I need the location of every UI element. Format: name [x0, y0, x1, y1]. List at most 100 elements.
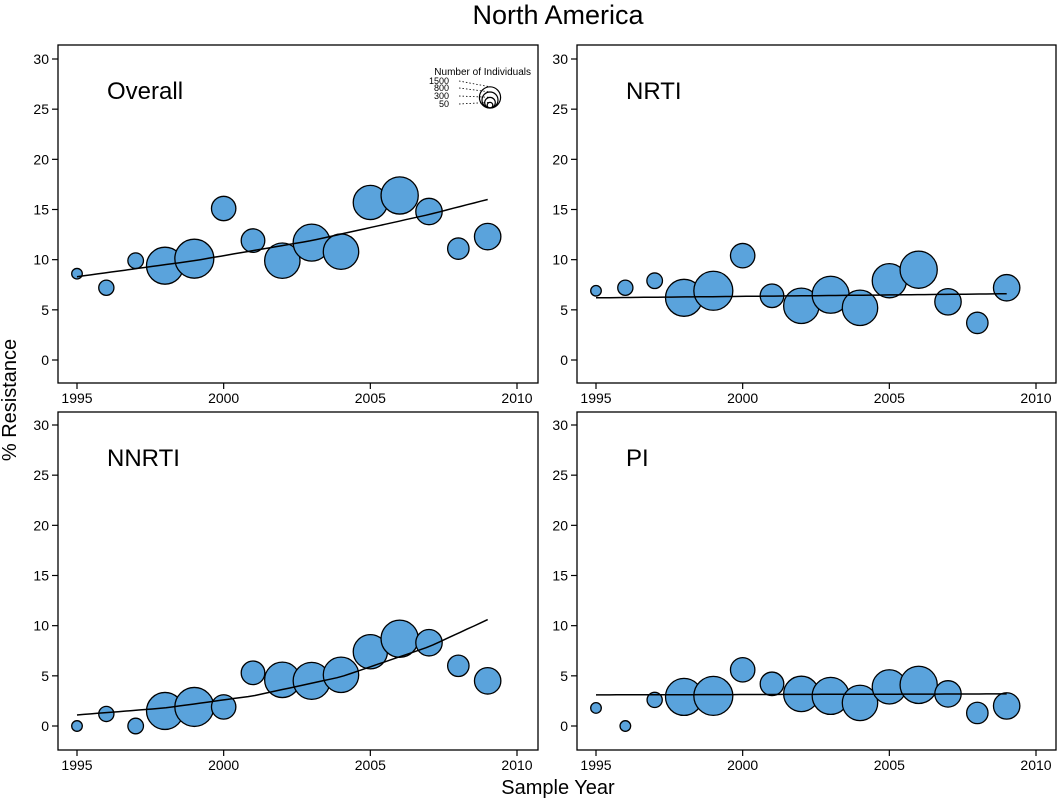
y-tick-label: 10: [33, 252, 49, 268]
x-tick-label: 1995: [61, 757, 92, 773]
legend-circle: [481, 91, 499, 109]
data-bubble: [899, 250, 938, 289]
legend-leader: [458, 80, 491, 88]
data-bubble: [729, 242, 756, 269]
data-bubble: [322, 233, 360, 270]
data-bubble: [473, 222, 502, 251]
trend-line: [76, 198, 488, 278]
data-bubble: [646, 691, 663, 709]
x-tick-label: 2000: [727, 390, 758, 406]
y-tick-label: 20: [33, 151, 49, 167]
data-bubble: [98, 279, 115, 297]
x-tick-label: 2010: [501, 757, 532, 773]
figure-title: North America: [472, 0, 644, 30]
plot-frame: [57, 411, 539, 751]
y-tick-label: 25: [552, 101, 568, 117]
legend-title: Number of Individuals: [434, 67, 531, 78]
data-bubble: [240, 228, 266, 254]
data-bubble: [693, 675, 734, 717]
data-bubble: [899, 665, 938, 705]
y-tick-label: 15: [33, 568, 49, 584]
y-tick-label: 10: [552, 618, 568, 634]
y-tick-label: 20: [33, 517, 49, 533]
data-bubble: [617, 279, 634, 297]
x-axis-label: Sample Year: [501, 777, 615, 799]
data-bubble: [965, 701, 989, 725]
y-tick-label: 5: [560, 302, 568, 318]
y-tick-label: 5: [560, 668, 568, 684]
x-tick-label: 2010: [1020, 390, 1051, 406]
trend-line: [76, 618, 489, 716]
data-bubble: [992, 273, 1021, 302]
panel-title: NNRTI: [107, 445, 180, 472]
data-bubble: [473, 666, 502, 695]
y-tick-label: 25: [33, 101, 49, 117]
legend-leader: [458, 87, 491, 93]
y-tick-label: 0: [41, 718, 49, 734]
legend-leader: [458, 101, 491, 105]
y-tick-label: 30: [33, 51, 49, 67]
legend-circle: [486, 101, 494, 109]
data-bubble: [590, 284, 602, 297]
data-bubble: [127, 717, 145, 735]
data-bubble: [992, 692, 1021, 720]
x-tick-label: 1995: [580, 390, 611, 406]
trend-line: [596, 693, 1007, 696]
data-bubble: [759, 671, 785, 697]
x-tick-label: 2010: [501, 390, 532, 406]
data-bubble: [263, 242, 301, 280]
x-tick-label: 2005: [355, 390, 386, 406]
plot-frame: [576, 411, 1057, 751]
data-bubble: [729, 656, 756, 683]
data-bubble: [174, 686, 215, 728]
data-bubble: [446, 654, 470, 678]
x-tick-label: 1995: [580, 757, 611, 773]
panel-title: PI: [626, 445, 649, 472]
x-tick-label: 2005: [874, 757, 905, 773]
data-bubble: [965, 311, 989, 335]
panel-title: Overall: [107, 78, 183, 105]
y-tick-label: 15: [552, 202, 568, 218]
x-tick-label: 2000: [727, 757, 758, 773]
data-bubble: [210, 195, 237, 222]
y-tick-label: 0: [560, 718, 568, 734]
panel-title: NRTI: [626, 78, 682, 105]
data-bubble: [240, 660, 266, 686]
data-bubble: [71, 720, 83, 732]
data-bubble: [322, 656, 360, 694]
y-tick-label: 15: [33, 202, 49, 218]
legend-label: 300: [434, 91, 449, 101]
plot-frame: [576, 44, 1057, 384]
plot-frame: [57, 44, 539, 384]
x-tick-label: 2000: [208, 757, 239, 773]
x-tick-label: 2005: [874, 390, 905, 406]
data-bubble: [127, 252, 145, 270]
data-bubble: [174, 238, 215, 279]
y-tick-label: 0: [560, 352, 568, 368]
data-bubble: [590, 701, 602, 714]
data-bubble: [380, 176, 419, 215]
y-tick-label: 30: [552, 51, 568, 67]
x-tick-label: 1995: [61, 390, 92, 406]
y-axis-label: % Resistance: [0, 339, 21, 461]
data-bubble: [841, 289, 879, 327]
trend-line: [595, 293, 1007, 299]
data-bubble: [646, 272, 664, 290]
x-tick-label: 2010: [1020, 757, 1051, 773]
data-bubble: [619, 720, 632, 732]
y-tick-label: 30: [33, 417, 49, 433]
data-bubble: [693, 270, 734, 311]
y-tick-label: 20: [552, 151, 568, 167]
data-bubble: [98, 705, 115, 723]
legend-label: 1500: [429, 76, 449, 86]
x-tick-label: 2005: [355, 757, 386, 773]
y-tick-label: 5: [41, 302, 49, 318]
y-tick-label: 25: [33, 467, 49, 483]
legend-label: 50: [439, 99, 449, 109]
data-bubble: [934, 287, 962, 316]
y-tick-label: 10: [552, 252, 568, 268]
chart-panel-1: 0 5 10 15 20 25 30 1995 2000 2005 2010 Overall Numbe…: [33, 44, 539, 406]
